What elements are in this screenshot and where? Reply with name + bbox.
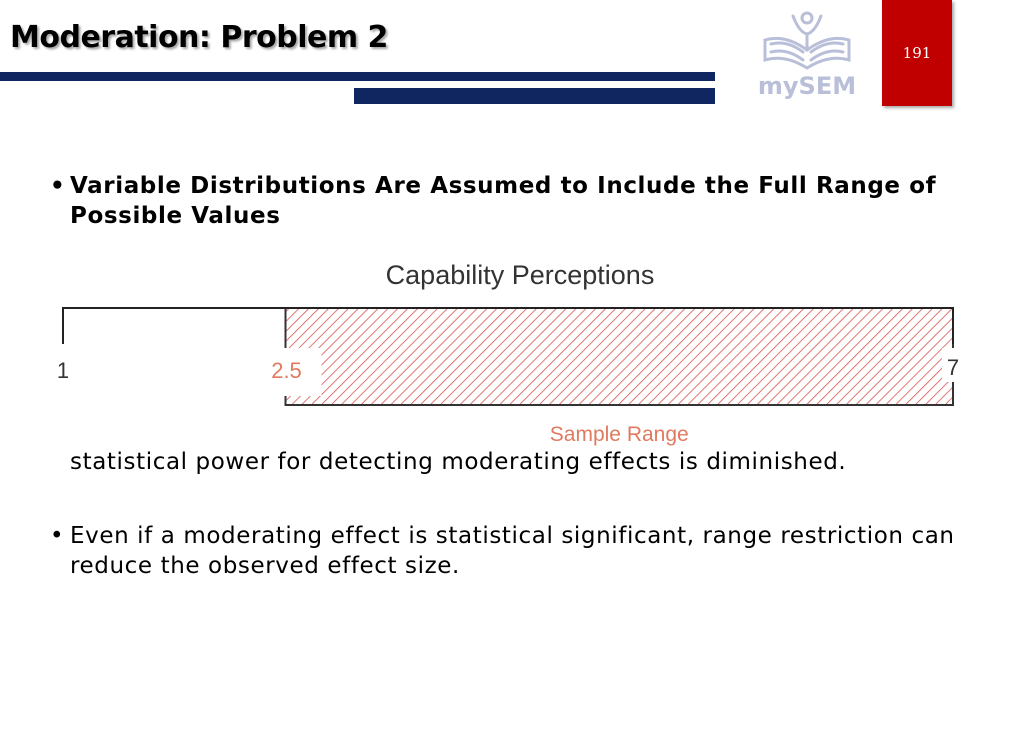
range-restriction-diagram: Capability Perceptions 1 2.5 7 Sample Ra… [57, 260, 964, 446]
open-book-icon [763, 36, 851, 70]
sample-range-label: Sample Range [550, 423, 689, 446]
diagram-title: Capability Perceptions [386, 260, 655, 290]
scale-max-label: 7 [947, 355, 959, 380]
sample-range-rect [284, 307, 954, 406]
bullet-full-range: • Variable Distributions Are Assumed to I… [50, 171, 980, 231]
sample-min-label: 2.5 [271, 358, 302, 383]
scale-min-label: 1 [57, 358, 69, 383]
bullet-marker: • [50, 173, 66, 199]
bullet-marker: • [50, 523, 65, 549]
page-number: 191 [902, 44, 932, 62]
logo-head-icon [800, 11, 814, 25]
bullet-text: Even if a moderating effect is statistic… [70, 523, 955, 579]
bullet-effect-size: • Even if a moderating effect is statisti… [50, 521, 980, 581]
sample-min-label-background [277, 348, 322, 396]
full-scale-bracket [62, 307, 954, 344]
mysem-logo: mySEM [758, 11, 856, 100]
page-number-box: 191 [882, 0, 952, 106]
scale-max-label-background [942, 348, 964, 382]
logo-text: mySEM [758, 72, 856, 100]
slide-title: Moderation: Problem 2 [10, 20, 388, 55]
bullet-text: Variable Distributions Are Assumed to In… [70, 173, 937, 229]
title-rule-top [0, 72, 715, 81]
logo-arms-icon [791, 14, 823, 36]
title-rule-bottom [354, 88, 715, 104]
bullet-power-continuation: statistical power for detecting moderati… [70, 449, 847, 475]
